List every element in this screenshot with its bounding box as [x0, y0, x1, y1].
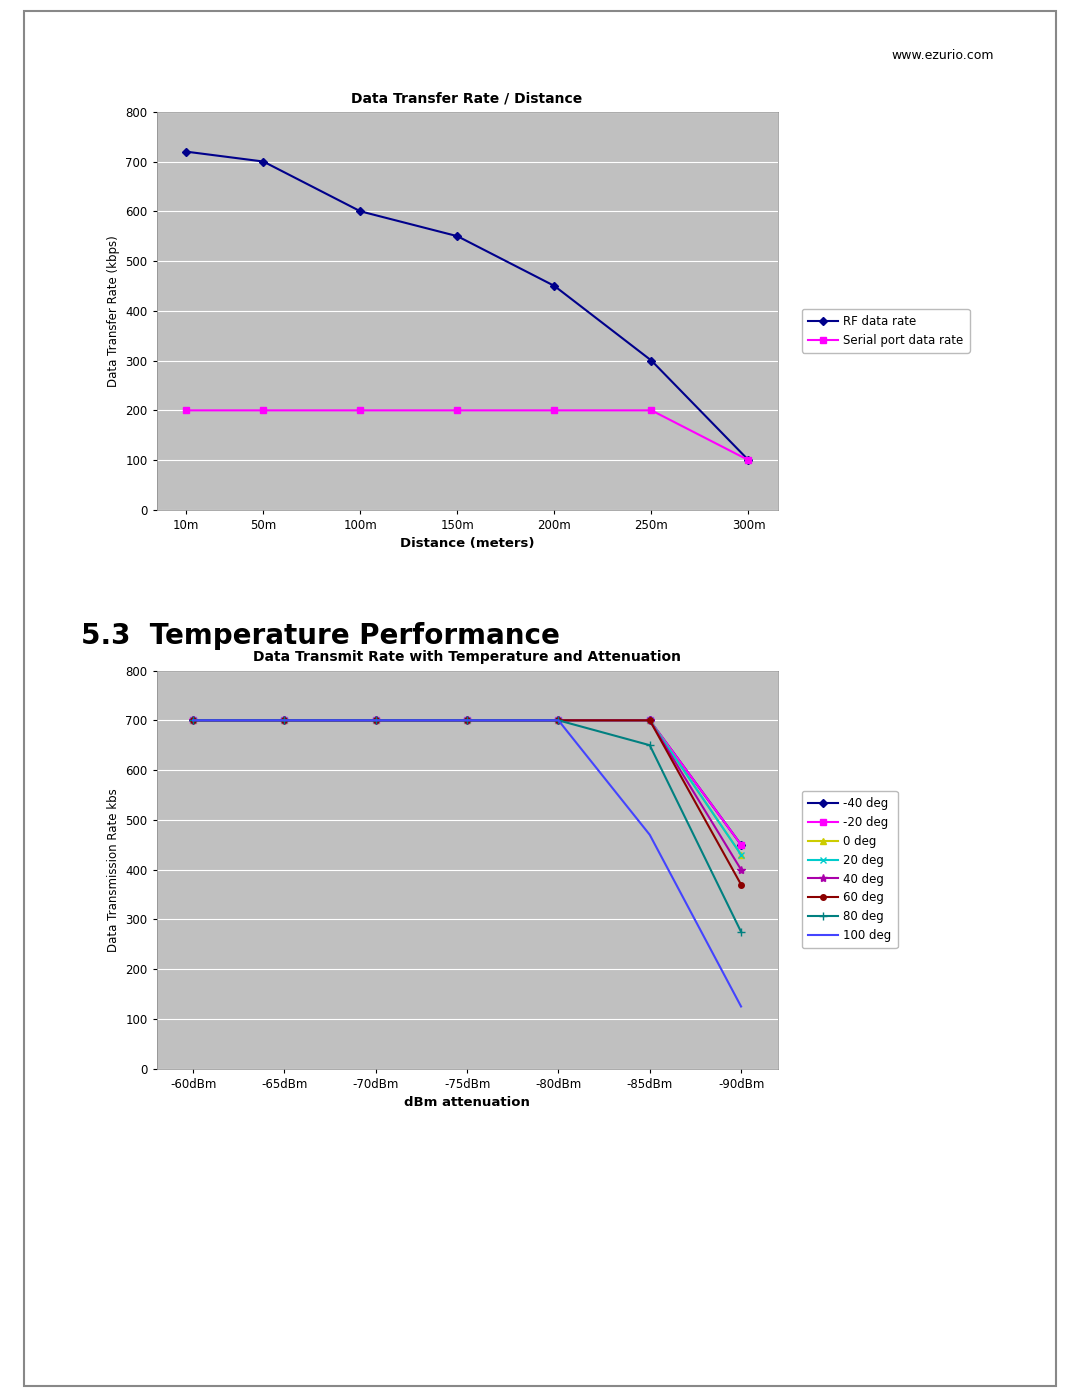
-40 deg [369, 712, 382, 729]
20 deg [278, 712, 291, 729]
80 deg [644, 736, 657, 753]
60 deg [644, 712, 657, 729]
20 deg [187, 712, 200, 729]
-40 deg [552, 712, 565, 729]
60 deg [369, 712, 382, 729]
20 deg [369, 712, 382, 729]
80 deg [278, 712, 291, 729]
Line: 80 deg: 80 deg [189, 717, 745, 936]
Line: 40 deg: 40 deg [189, 717, 745, 873]
0 deg [187, 712, 200, 729]
Line: Serial port data rate: Serial port data rate [183, 408, 752, 462]
40 deg [369, 712, 382, 729]
Text: 5.3  Temperature Performance: 5.3 Temperature Performance [81, 622, 559, 650]
-20 deg [461, 712, 474, 729]
-20 deg [369, 712, 382, 729]
Line: RF data rate: RF data rate [183, 149, 752, 462]
0 deg [461, 712, 474, 729]
Serial port data rate [354, 402, 367, 419]
-20 deg [278, 712, 291, 729]
20 deg [552, 712, 565, 729]
RF data rate [451, 228, 464, 244]
Legend: -40 deg, -20 deg, 0 deg, 20 deg, 40 deg, 60 deg, 80 deg, 100 deg: -40 deg, -20 deg, 0 deg, 20 deg, 40 deg,… [802, 791, 897, 949]
-40 deg [644, 712, 657, 729]
Serial port data rate [257, 402, 270, 419]
-40 deg [187, 712, 200, 729]
40 deg [187, 712, 200, 729]
RF data rate [742, 451, 755, 468]
Title: Data Transmit Rate with Temperature and Attenuation: Data Transmit Rate with Temperature and … [253, 650, 681, 664]
RF data rate [548, 278, 561, 295]
40 deg [734, 861, 747, 879]
Legend: RF data rate, Serial port data rate: RF data rate, Serial port data rate [802, 309, 970, 352]
60 deg [278, 712, 291, 729]
80 deg [369, 712, 382, 729]
Serial port data rate [742, 451, 755, 468]
100 deg [278, 712, 291, 729]
Y-axis label: Data Transmission Rate kbs: Data Transmission Rate kbs [107, 788, 120, 951]
-20 deg [187, 712, 200, 729]
60 deg [734, 876, 747, 893]
0 deg [278, 712, 291, 729]
20 deg [461, 712, 474, 729]
20 deg [644, 712, 657, 729]
100 deg [552, 712, 565, 729]
-40 deg [461, 712, 474, 729]
-20 deg [644, 712, 657, 729]
X-axis label: Distance (meters): Distance (meters) [400, 538, 535, 550]
Line: 20 deg: 20 deg [190, 717, 744, 858]
-40 deg [734, 837, 747, 854]
100 deg [644, 827, 657, 844]
Line: 100 deg: 100 deg [193, 721, 741, 1006]
Serial port data rate [179, 402, 192, 419]
100 deg [461, 712, 474, 729]
-20 deg [734, 837, 747, 854]
-40 deg [278, 712, 291, 729]
RF data rate [354, 203, 367, 219]
40 deg [644, 712, 657, 729]
Line: 0 deg: 0 deg [190, 718, 744, 858]
0 deg [734, 847, 747, 863]
RF data rate [179, 144, 192, 161]
0 deg [552, 712, 565, 729]
60 deg [461, 712, 474, 729]
RF data rate [257, 154, 270, 170]
40 deg [552, 712, 565, 729]
20 deg [734, 847, 747, 863]
80 deg [552, 712, 565, 729]
Line: 60 deg: 60 deg [190, 718, 744, 887]
Serial port data rate [451, 402, 464, 419]
RF data rate [645, 352, 658, 369]
Line: -20 deg: -20 deg [190, 718, 744, 848]
60 deg [552, 712, 565, 729]
60 deg [187, 712, 200, 729]
X-axis label: dBm attenuation: dBm attenuation [404, 1097, 530, 1109]
Line: -40 deg: -40 deg [190, 718, 744, 848]
Serial port data rate [645, 402, 658, 419]
Text: www.ezurio.com: www.ezurio.com [891, 49, 994, 61]
80 deg [187, 712, 200, 729]
100 deg [369, 712, 382, 729]
-20 deg [552, 712, 565, 729]
0 deg [644, 712, 657, 729]
Serial port data rate [548, 402, 561, 419]
80 deg [461, 712, 474, 729]
100 deg [734, 997, 747, 1014]
0 deg [369, 712, 382, 729]
80 deg [734, 923, 747, 940]
Title: Data Transfer Rate / Distance: Data Transfer Rate / Distance [351, 91, 583, 105]
100 deg [187, 712, 200, 729]
40 deg [278, 712, 291, 729]
Y-axis label: Data Transfer Rate (kbps): Data Transfer Rate (kbps) [107, 235, 120, 387]
40 deg [461, 712, 474, 729]
